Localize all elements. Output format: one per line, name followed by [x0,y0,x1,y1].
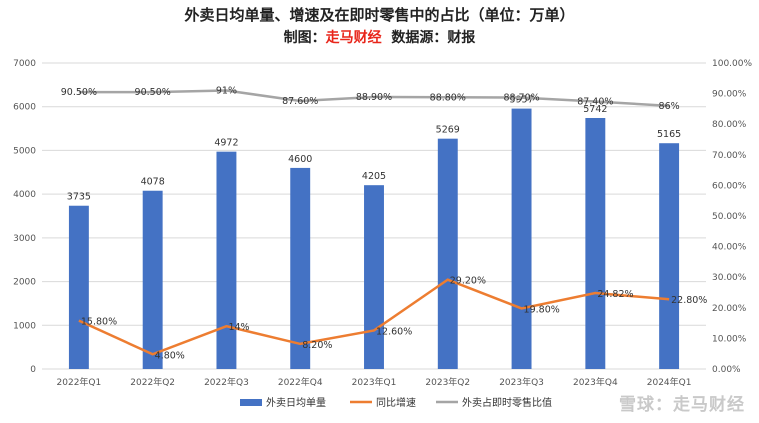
bar-value-label: 5742 [583,104,607,115]
chart-title: 外卖日均单量、增速及在即时零售中的占比（单位：万单） [184,6,575,24]
bar-value-label: 4972 [214,138,238,149]
share-value-label: 87.40% [577,97,613,108]
y2-tick-label: 80.00% [712,120,747,130]
growth-value-label: 15.80% [81,317,117,328]
y-tick-label: 7000 [13,59,36,69]
x-tick-label: 2023年Q3 [499,376,544,388]
bar [290,167,311,369]
x-tick-label: 2022年Q1 [57,376,102,388]
chart-subtitle: 制图：走马财经 数据源：财报 [0,27,759,47]
y-tick-label: 6000 [13,103,36,113]
y-tick-label: 3000 [13,234,36,244]
subtitle-prefix: 制图： [283,30,326,46]
y-tick-label: 1000 [13,321,36,331]
growth-value-label: 12.60% [376,326,412,337]
share-value-label: 88.80% [430,92,466,103]
legend-label-share: 外卖占即时零售比值 [462,396,552,409]
x-tick-label: 2023年Q2 [425,376,470,388]
y2-tick-label: 30.00% [712,273,747,283]
watermark: 雪球：走马财经 [619,395,745,415]
growth-value-label: 29.20% [450,276,486,287]
bar [364,185,384,369]
x-tick-label: 2022年Q2 [130,376,175,388]
y2-tick-label: 90.00% [712,90,747,100]
bar-value-label: 3735 [67,192,91,203]
legend-label-bars: 外卖日均单量 [266,397,326,409]
y2-tick-label: 70.00% [712,151,747,161]
bar-value-label: 5957 [509,95,533,106]
share-value-label: 88.70% [503,93,539,104]
y2-tick-label: 100.00% [712,59,752,69]
subtitle-source: 数据源：财报 [391,30,476,46]
bar [659,143,680,369]
y-tick-label: 0 [30,365,36,375]
y-tick-label: 5000 [13,146,36,156]
growth-value-label: 19.80% [524,304,560,315]
growth-value-label: 22.80% [671,295,707,306]
y-tick-label: 2000 [13,278,36,288]
share-value-label: 91% [216,86,237,97]
share-value-label: 90.50% [61,87,97,98]
y2-tick-label: 0.00% [712,365,741,375]
bar [511,108,532,370]
bar-value-label: 4205 [362,171,386,182]
legend-label-growth: 同比增速 [376,396,416,409]
bar [437,138,458,369]
y2-tick-label: 50.00% [712,212,747,222]
bar-value-label: 4600 [288,154,312,165]
subtitle-brand: 走马财经 [325,30,382,46]
x-tick-label: 2023年Q1 [352,376,397,388]
growth-value-label: 8.20% [302,340,332,351]
legend-swatch-bars [240,399,262,406]
y-tick-label: 4000 [13,190,36,200]
share-value-label: 86% [659,101,680,112]
share-value-label: 90.50% [135,87,171,98]
share-value-label: 88.90% [356,92,392,103]
x-tick-label: 2024年Q1 [647,376,692,388]
bar [216,151,237,369]
x-tick-label: 2022年Q4 [278,376,323,388]
bar [585,117,606,369]
bar [142,190,163,369]
y2-tick-label: 20.00% [712,304,747,314]
x-tick-label: 2022年Q3 [204,376,249,388]
y2-tick-label: 60.00% [712,181,747,191]
bar-value-label: 5165 [657,129,681,140]
bar-value-label: 5269 [436,125,460,136]
growth-value-label: 4.80% [155,350,185,361]
x-tick-label: 2023年Q4 [573,376,618,388]
y2-tick-label: 10.00% [712,334,747,344]
growth-value-label: 14% [228,322,249,333]
growth-value-label: 24.82% [597,289,633,300]
bar-value-label: 4078 [141,177,165,188]
bar [68,205,89,369]
y2-tick-label: 40.00% [712,243,747,253]
share-value-label: 87.60% [282,96,318,107]
